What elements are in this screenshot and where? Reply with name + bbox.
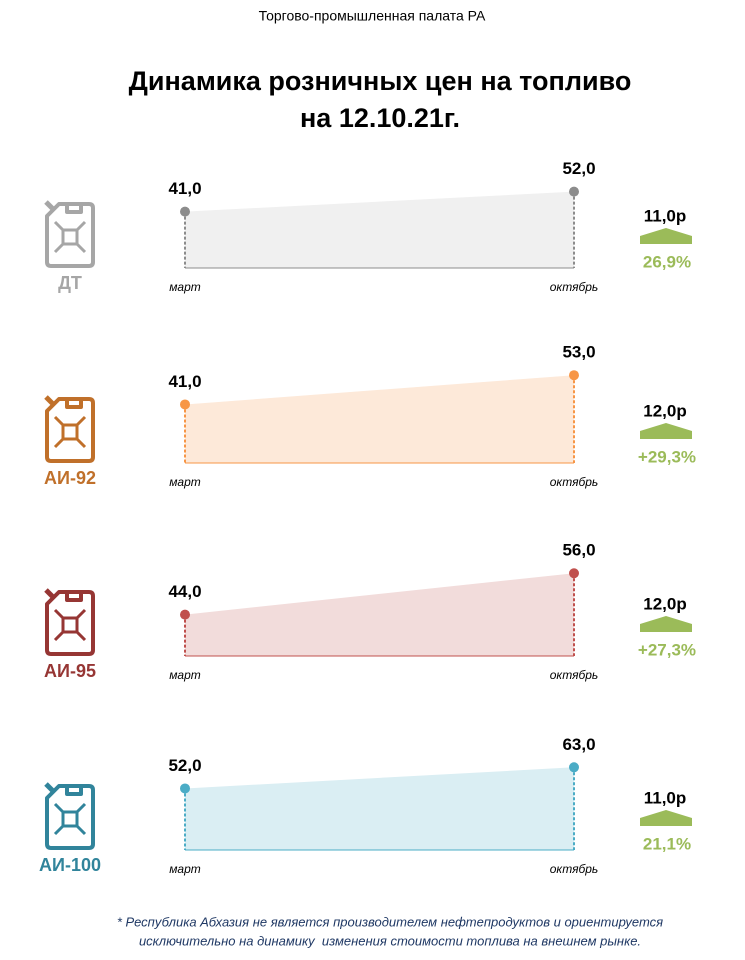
up-arrow — [640, 810, 692, 826]
icon-handle — [65, 592, 83, 602]
jerrycan-icon — [44, 782, 95, 850]
point — [569, 568, 579, 579]
change-amount: 12,0р — [643, 401, 686, 420]
data-label: 52,0 — [168, 756, 201, 775]
icon-cross — [53, 608, 87, 642]
icon-cross — [53, 802, 87, 836]
change-percent: +29,3% — [638, 447, 696, 466]
x-tick-label: октябрь — [550, 862, 598, 876]
area — [185, 573, 574, 656]
icon-cross — [53, 415, 87, 449]
x-tick-label: октябрь — [550, 475, 598, 489]
change-amount: 11,0р — [644, 206, 687, 225]
icon-handle — [65, 204, 83, 214]
point — [180, 609, 190, 620]
fuel-label: АИ-95 — [44, 661, 96, 681]
footnote: исключительно на динамику изменения стои… — [139, 933, 641, 948]
area — [185, 191, 574, 268]
icon-square — [61, 228, 79, 246]
data-label: 44,0 — [168, 582, 201, 601]
icon-body — [45, 590, 95, 656]
change-percent: +27,3% — [638, 640, 696, 659]
jerrycan-icon — [44, 395, 95, 463]
x-tick-label: октябрь — [550, 280, 598, 294]
fuel-label: АИ-92 — [44, 468, 96, 488]
x-tick-label: октябрь — [550, 668, 598, 682]
point — [569, 762, 579, 773]
footnote: * Республика Абхазия не является произво… — [117, 914, 663, 929]
x-tick-label: март — [169, 862, 201, 876]
point — [569, 370, 579, 381]
change-amount: 12,0р — [643, 594, 686, 613]
area — [185, 767, 574, 850]
icon-spout — [44, 782, 56, 794]
up-arrow — [640, 423, 692, 439]
data-label: 63,0 — [562, 735, 595, 754]
fuel-label: АИ-100 — [39, 855, 101, 875]
up-arrow — [640, 228, 692, 244]
icon-square — [61, 810, 79, 828]
header: Торгово-промышленная палата РА — [259, 8, 486, 24]
icon-square — [61, 616, 79, 634]
icon-handle — [65, 399, 83, 409]
up-arrow — [640, 616, 692, 632]
data-label: 41,0 — [168, 179, 201, 198]
title: Динамика розничных цен на топливо — [129, 66, 632, 96]
title: на 12.10.21г. — [300, 103, 460, 133]
data-label: 52,0 — [562, 159, 595, 178]
icon-handle — [65, 786, 83, 796]
point — [180, 783, 190, 794]
area — [185, 375, 574, 463]
data-label: 41,0 — [168, 372, 201, 391]
data-label: 56,0 — [562, 541, 595, 560]
icon-body — [45, 784, 95, 850]
point — [180, 399, 190, 410]
change-percent: 26,9% — [643, 252, 691, 271]
x-tick-label: март — [169, 280, 201, 294]
icon-spout — [44, 395, 56, 407]
point — [180, 206, 190, 217]
point — [569, 186, 579, 197]
data-label: 53,0 — [562, 343, 595, 362]
jerrycan-icon — [44, 588, 95, 656]
icon-body — [45, 397, 95, 463]
icon-body — [45, 202, 95, 268]
change-percent: 21,1% — [643, 834, 691, 853]
icon-spout — [44, 588, 56, 600]
change-amount: 11,0р — [644, 788, 687, 807]
fuel-label: ДТ — [58, 273, 82, 293]
icon-square — [61, 423, 79, 441]
x-tick-label: март — [169, 475, 201, 489]
x-tick-label: март — [169, 668, 201, 682]
jerrycan-icon — [44, 200, 95, 268]
icon-spout — [44, 200, 56, 212]
icon-cross — [53, 220, 87, 254]
